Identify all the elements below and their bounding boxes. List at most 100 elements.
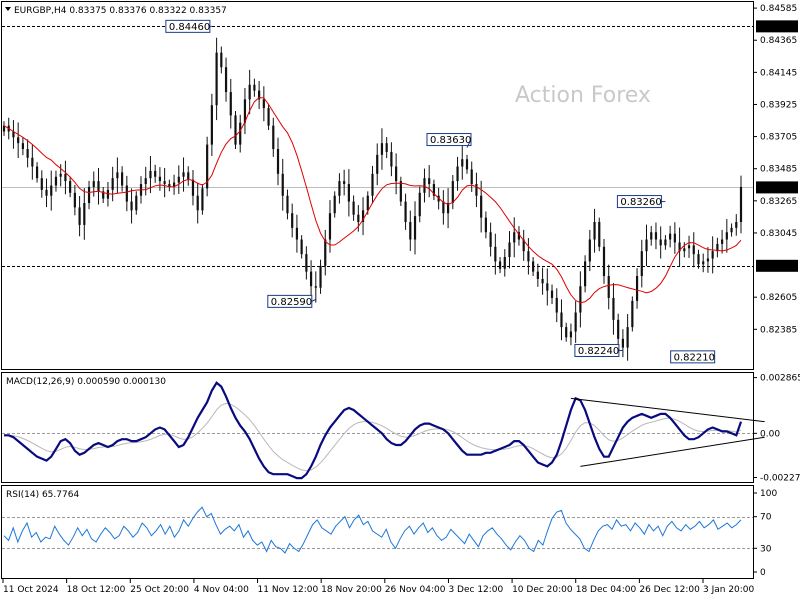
level-axis-tag-0: 0.84460 (759, 22, 796, 32)
macd-tick-label-1: 0.00 (760, 429, 780, 439)
rsi-tick-label-2: 30 (760, 544, 772, 554)
candle-body-64 (305, 254, 308, 272)
price-tick-label-0: 0.84585 (760, 4, 797, 14)
candle-body-49 (234, 115, 237, 145)
price-tick-label-8: 0.82605 (760, 293, 797, 303)
x-tick-label-11: 3 Jan 20:00 (703, 585, 755, 595)
candle-body-104 (494, 246, 497, 262)
annotation-label-4: 0.82240 (578, 346, 619, 357)
rsi-line (3, 506, 742, 554)
candle-body-28 (135, 195, 138, 211)
candle-body-36 (172, 182, 176, 187)
candle-body-116 (550, 290, 554, 298)
candle-body-48 (229, 92, 232, 116)
level-axis-tag-1: 0.82820 (759, 262, 796, 272)
candle-body-134 (635, 276, 639, 301)
candle-body-132 (626, 327, 629, 348)
candle-body-78 (371, 173, 374, 196)
macd-label: MACD(12,26,9) 0.000590 0.000130 (6, 377, 166, 387)
candle-body-144 (683, 248, 686, 252)
candle-body-81 (385, 143, 388, 152)
candle-body-138 (654, 232, 658, 240)
macd-trendline-0 (570, 397, 765, 423)
candle-body-14 (69, 181, 72, 193)
moving-average-line (3, 97, 742, 304)
candle-body-141 (669, 233, 672, 240)
symbol-dropdown-icon[interactable] (5, 7, 11, 11)
candle-body-107 (508, 242, 511, 258)
candle-body-112 (532, 261, 535, 272)
x-axis: 11 Oct 2024 18 Oct 12:00 25 Oct 20:00 4 Nov… (2, 579, 755, 595)
rsi-panel-frame (1, 485, 754, 579)
x-tick-label-4: 11 Nov 12:00 (258, 585, 319, 595)
candle-body-16 (78, 207, 81, 225)
rsi-y-axis: 100 70 30 0 (753, 489, 777, 578)
candle-body-25 (121, 172, 124, 186)
candle-body-76 (361, 210, 365, 222)
x-tick-label-7: 3 Dec 12:00 (448, 585, 503, 595)
rsi-tick-label-1: 70 (760, 513, 772, 523)
candle-body-11 (54, 176, 58, 186)
candle-body-128 (607, 276, 610, 298)
candle-body-126 (598, 222, 601, 247)
price-tick-label-7: 0.83045 (760, 229, 797, 239)
candle-body-99 (470, 169, 473, 185)
candle-body-19 (92, 181, 95, 187)
candle-body-44 (210, 105, 213, 145)
candle-body-142 (673, 233, 676, 243)
candle-body-73 (347, 184, 350, 202)
candle-body-23 (111, 178, 114, 190)
price-tick-label-9: 0.82385 (760, 325, 797, 335)
x-tick-label-2: 25 Oct 20:00 (130, 585, 189, 595)
candle-body-153 (725, 232, 728, 240)
annotation-leader-2 (311, 298, 317, 302)
candle-body-3 (17, 137, 20, 144)
candle-body-110 (522, 239, 525, 252)
candle-body-133 (631, 300, 634, 328)
candle-body-62 (295, 227, 299, 240)
candle-body-22 (106, 189, 110, 199)
candle-body-56 (267, 108, 270, 126)
macd-signal-line (4, 402, 742, 472)
candle-body-103 (489, 232, 492, 247)
candle-body-33 (158, 176, 162, 182)
candle-body-102 (484, 217, 487, 233)
annotation-leader-1 (466, 139, 472, 148)
candle-body-87 (413, 216, 417, 240)
candle-body-24 (116, 172, 119, 179)
candle-body-43 (206, 144, 209, 189)
candle-body-86 (409, 222, 412, 240)
x-tick-label-1: 18 Oct 12:00 (67, 585, 126, 595)
candle-body-118 (560, 312, 563, 328)
candle-body-35 (168, 184, 171, 187)
annotation-label-0: 0.84460 (169, 22, 210, 33)
candle-body-26 (125, 185, 128, 202)
x-tick-label-5: 18 Nov 20:00 (321, 585, 382, 595)
x-tick-label-6: 26 Nov 04:00 (385, 585, 446, 595)
candle-body-55 (262, 99, 265, 109)
candle-body-155 (735, 222, 738, 228)
candle-body-41 (196, 195, 199, 211)
candle-body-127 (602, 246, 606, 277)
candle-body-98 (465, 159, 469, 170)
candle-body-72 (343, 181, 346, 185)
macd-panel-frame (1, 372, 754, 483)
candle-body-7 (35, 166, 39, 179)
annotation-label-5: 0.82210 (674, 352, 715, 363)
candle-body-105 (498, 261, 502, 269)
candle-body-139 (659, 239, 662, 246)
candle-body-52 (248, 84, 251, 100)
candle-body-148 (702, 261, 705, 265)
candle-body-88 (418, 192, 421, 217)
candle-body-97 (461, 159, 464, 167)
candle-body-31 (149, 170, 152, 179)
candle-body-74 (352, 201, 355, 215)
candle-body-20 (97, 181, 100, 192)
candle-body-156 (739, 186, 743, 222)
candle-body-9 (45, 189, 48, 196)
candle-body-120 (569, 331, 573, 338)
candle-body-135 (640, 251, 643, 277)
candle-body-57 (272, 125, 275, 149)
candle-body-94 (446, 203, 450, 214)
